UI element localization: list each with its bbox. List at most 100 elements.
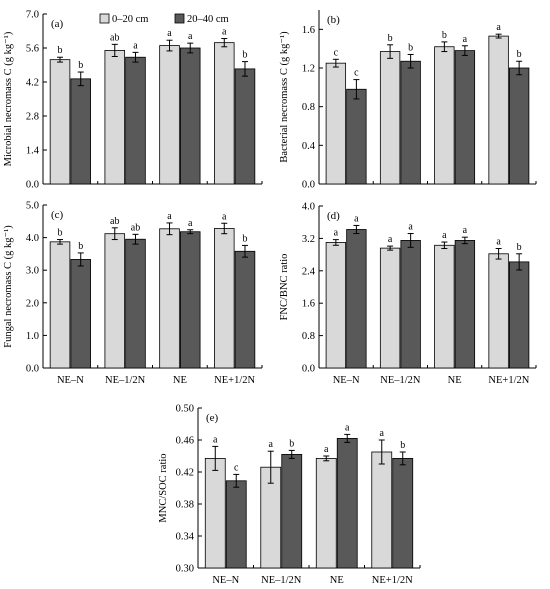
bar bbox=[214, 228, 235, 369]
significance-letter: b bbox=[400, 440, 405, 451]
y-tick-label: 3.2 bbox=[302, 234, 315, 245]
bar bbox=[49, 59, 71, 185]
y-tick-label: 0.0 bbox=[302, 364, 315, 375]
significance-letter: c bbox=[234, 462, 239, 473]
y-tick-label: 5.6 bbox=[26, 44, 39, 55]
bar bbox=[400, 240, 421, 369]
bar bbox=[434, 244, 455, 369]
y-tick-label: 0.42 bbox=[176, 468, 194, 479]
significance-letter: b bbox=[78, 60, 83, 71]
y-axis-label: Microbial necromass C (g kg⁻¹) bbox=[3, 31, 14, 166]
bar bbox=[392, 457, 414, 569]
y-tick-label: 2.0 bbox=[26, 298, 39, 309]
y-tick-label: 1.0 bbox=[26, 331, 39, 342]
bar bbox=[70, 259, 91, 369]
panel-label: (d) bbox=[327, 210, 340, 222]
x-tick-label: NE–1/2N bbox=[105, 375, 146, 386]
significance-letter: c bbox=[354, 68, 359, 79]
x-tick-label: NE+1/2N bbox=[488, 375, 529, 386]
panel-label: (e) bbox=[206, 412, 219, 424]
legend-swatch bbox=[99, 13, 110, 24]
bar bbox=[454, 50, 476, 185]
y-tick-label: 0.8 bbox=[302, 102, 315, 113]
significance-letter: b bbox=[388, 33, 393, 44]
y-axis-label: Fungal necromass C (g kg⁻¹) bbox=[3, 225, 14, 348]
y-tick-label: 2.8 bbox=[26, 112, 39, 123]
significance-letter: ab bbox=[131, 222, 140, 233]
y-tick-label: 0.0 bbox=[26, 180, 39, 191]
bar bbox=[508, 67, 530, 185]
significance-letter: b bbox=[58, 228, 63, 239]
bar bbox=[204, 457, 226, 569]
y-tick-label: 7.0 bbox=[26, 10, 39, 21]
significance-letter: b bbox=[408, 42, 413, 53]
panel-d: 0.0 0.8 1.6 2.4 3.2 4.0 NE–N a a NE–1/2N a a NE a a NE+… bbox=[279, 202, 537, 386]
bar bbox=[179, 231, 201, 369]
bar bbox=[214, 42, 235, 185]
y-tick-label: 0.0 bbox=[26, 364, 39, 375]
bar bbox=[159, 45, 180, 185]
x-tick-label: NE+1/2N bbox=[372, 575, 413, 586]
significance-letter: c bbox=[334, 47, 339, 58]
bar bbox=[488, 35, 509, 185]
significance-letter: ab bbox=[110, 216, 119, 227]
x-tick-label: NE–1/2N bbox=[380, 375, 421, 386]
significance-letter: a bbox=[408, 222, 413, 233]
y-tick-label: 0.0 bbox=[302, 180, 315, 191]
significance-letter: a bbox=[380, 428, 385, 439]
significance-letter: a bbox=[324, 444, 329, 455]
bar bbox=[234, 68, 256, 185]
y-tick-label: 0.46 bbox=[176, 436, 194, 447]
legend-label: 0–20 cm bbox=[112, 14, 148, 25]
bar bbox=[159, 228, 180, 369]
bar bbox=[104, 50, 126, 185]
x-tick-label: NE–N bbox=[212, 575, 239, 586]
significance-letter: a bbox=[496, 22, 501, 33]
bar bbox=[325, 62, 347, 185]
bar bbox=[336, 437, 358, 569]
y-axis-label: MNC/SOC ratio bbox=[158, 453, 169, 522]
y-tick-label: 0.34 bbox=[176, 532, 195, 543]
significance-letter: a bbox=[334, 228, 339, 239]
significance-letter: a bbox=[222, 27, 227, 38]
bar bbox=[179, 47, 201, 185]
y-tick-label: 3.0 bbox=[26, 266, 39, 277]
x-tick-label: NE–1/2N bbox=[261, 575, 302, 586]
bar bbox=[104, 233, 126, 369]
x-tick-label: NE bbox=[173, 375, 187, 386]
bar bbox=[281, 453, 303, 569]
bar bbox=[49, 241, 71, 369]
y-tick-label: 4.0 bbox=[26, 233, 39, 244]
bar bbox=[488, 253, 509, 369]
significance-letter: a bbox=[188, 218, 193, 229]
significance-letter: a bbox=[167, 28, 172, 39]
y-axis-label: Bacterial necromass C (g kg⁻¹) bbox=[279, 31, 290, 163]
significance-letter: a bbox=[354, 213, 359, 224]
panel-c: 0.01.02.03.04.05.0NE–NbbNE–1/2NababNEaaN… bbox=[3, 201, 263, 386]
bar bbox=[371, 451, 393, 569]
x-tick-label: NE bbox=[448, 375, 462, 386]
bar bbox=[234, 250, 256, 369]
significance-letter: b bbox=[289, 438, 294, 449]
y-axis-label: FNC/BNC ratio bbox=[279, 254, 290, 321]
y-tick-label: 1.6 bbox=[302, 25, 315, 36]
panel-label: (a) bbox=[51, 18, 64, 30]
bar bbox=[315, 457, 337, 569]
bar bbox=[70, 78, 91, 185]
bar bbox=[379, 51, 401, 185]
y-tick-label: 0.50 bbox=[176, 404, 194, 415]
y-tick-label: 4.0 bbox=[302, 202, 315, 213]
x-tick-label: NE–N bbox=[57, 375, 84, 386]
significance-letter: a bbox=[269, 439, 274, 450]
panel-e: 0.30 0.34 0.38 0.42 0.46 0.50 NE–N a c NE–1/2N a b N… bbox=[158, 404, 421, 586]
y-tick-label: 1.2 bbox=[302, 64, 315, 75]
bar bbox=[125, 56, 146, 185]
y-tick-label: 0.8 bbox=[302, 331, 315, 342]
significance-letter: ab bbox=[110, 32, 119, 43]
y-tick-label: 0.38 bbox=[176, 500, 194, 511]
legend-swatch bbox=[174, 13, 185, 24]
panel-label: (c) bbox=[51, 209, 64, 221]
x-tick-label: NE–N bbox=[333, 375, 360, 386]
